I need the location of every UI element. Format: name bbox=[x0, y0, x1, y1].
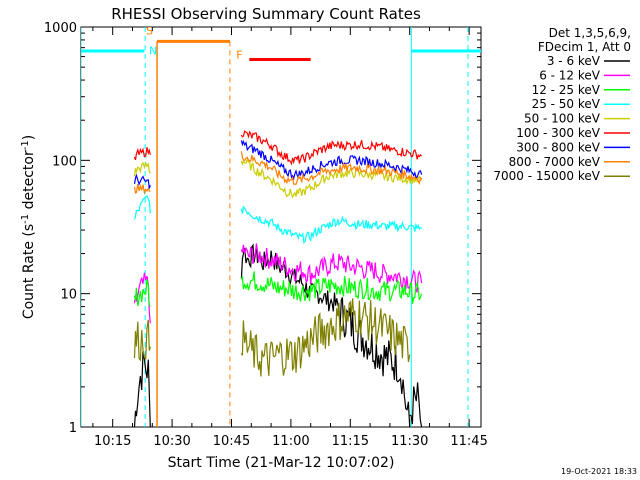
legend-header-1: Det 1,3,5,6,9, bbox=[549, 26, 631, 40]
annotation-f: F bbox=[236, 49, 242, 62]
legend-label-7: 800 - 7000 keV bbox=[509, 155, 601, 169]
legend-header-2: FDecim 1, Att 0 bbox=[538, 40, 631, 54]
x-tick-label-4: 11:15 bbox=[332, 434, 369, 449]
series-line-5-0 bbox=[133, 147, 151, 161]
series-line-3-0 bbox=[133, 194, 151, 220]
y-tick-label-2: 100 bbox=[52, 154, 77, 169]
x-tick-label-1: 10:30 bbox=[153, 434, 190, 449]
legend-label-5: 100 - 300 keV bbox=[516, 126, 600, 140]
series-line-3-1 bbox=[240, 205, 422, 244]
series-line-1-1 bbox=[240, 243, 423, 293]
legend-label-2: 12 - 25 keV bbox=[532, 83, 601, 97]
series-line-4-0 bbox=[133, 161, 151, 177]
chart-title: RHESSI Observing Summary Count Rates bbox=[111, 5, 421, 23]
legend-label-8: 7000 - 15000 keV bbox=[493, 169, 600, 183]
legend-label-6: 300 - 800 keV bbox=[516, 140, 600, 154]
x-tick-label-2: 10:45 bbox=[213, 434, 250, 449]
x-tick-label-6: 11:45 bbox=[450, 434, 487, 449]
legend-label-0: 3 - 6 keV bbox=[547, 54, 601, 68]
x-tick-label-3: 11:00 bbox=[272, 434, 309, 449]
series-line-5-1 bbox=[240, 130, 423, 166]
series-line-8-0 bbox=[133, 319, 151, 362]
legend-label-4: 50 - 100 keV bbox=[524, 112, 601, 126]
y-tick-label-1: 10 bbox=[60, 288, 77, 303]
legend: Det 1,3,5,6,9, FDecim 1, Att 0 3 - 6 keV… bbox=[493, 26, 631, 183]
annotation-n: N bbox=[149, 45, 157, 58]
x-axis-label: Start Time (21-Mar-12 10:07:02) bbox=[168, 455, 395, 471]
y-axis-label: Count Rate (s-1 detector-1) bbox=[20, 135, 37, 319]
x-tick-label-5: 11:30 bbox=[391, 434, 428, 449]
footer-timestamp: 19-Oct-2021 18:33 bbox=[561, 467, 637, 476]
series-line-6-0 bbox=[133, 173, 151, 189]
series-line-6-1 bbox=[240, 139, 423, 181]
annotation-s: S bbox=[146, 24, 153, 37]
series-line-4-1 bbox=[240, 157, 422, 199]
series-line-0-2 bbox=[409, 382, 423, 427]
series-line-8-1 bbox=[240, 298, 411, 377]
plot-frame bbox=[80, 26, 482, 428]
series-line-7-0 bbox=[133, 183, 151, 195]
series-line-0-0 bbox=[133, 351, 151, 427]
x-tick-label-0: 10:15 bbox=[94, 434, 131, 449]
legend-label-3: 25 - 50 keV bbox=[532, 97, 601, 111]
legend-label-1: 6 - 12 keV bbox=[539, 68, 601, 82]
y-tick-label-3: 1000 bbox=[44, 21, 77, 36]
series-line-2-1 bbox=[240, 271, 423, 305]
series-line-7-1 bbox=[240, 151, 423, 186]
series-line-2-0 bbox=[133, 279, 151, 307]
y-tick-label-0: 1 bbox=[69, 421, 77, 436]
